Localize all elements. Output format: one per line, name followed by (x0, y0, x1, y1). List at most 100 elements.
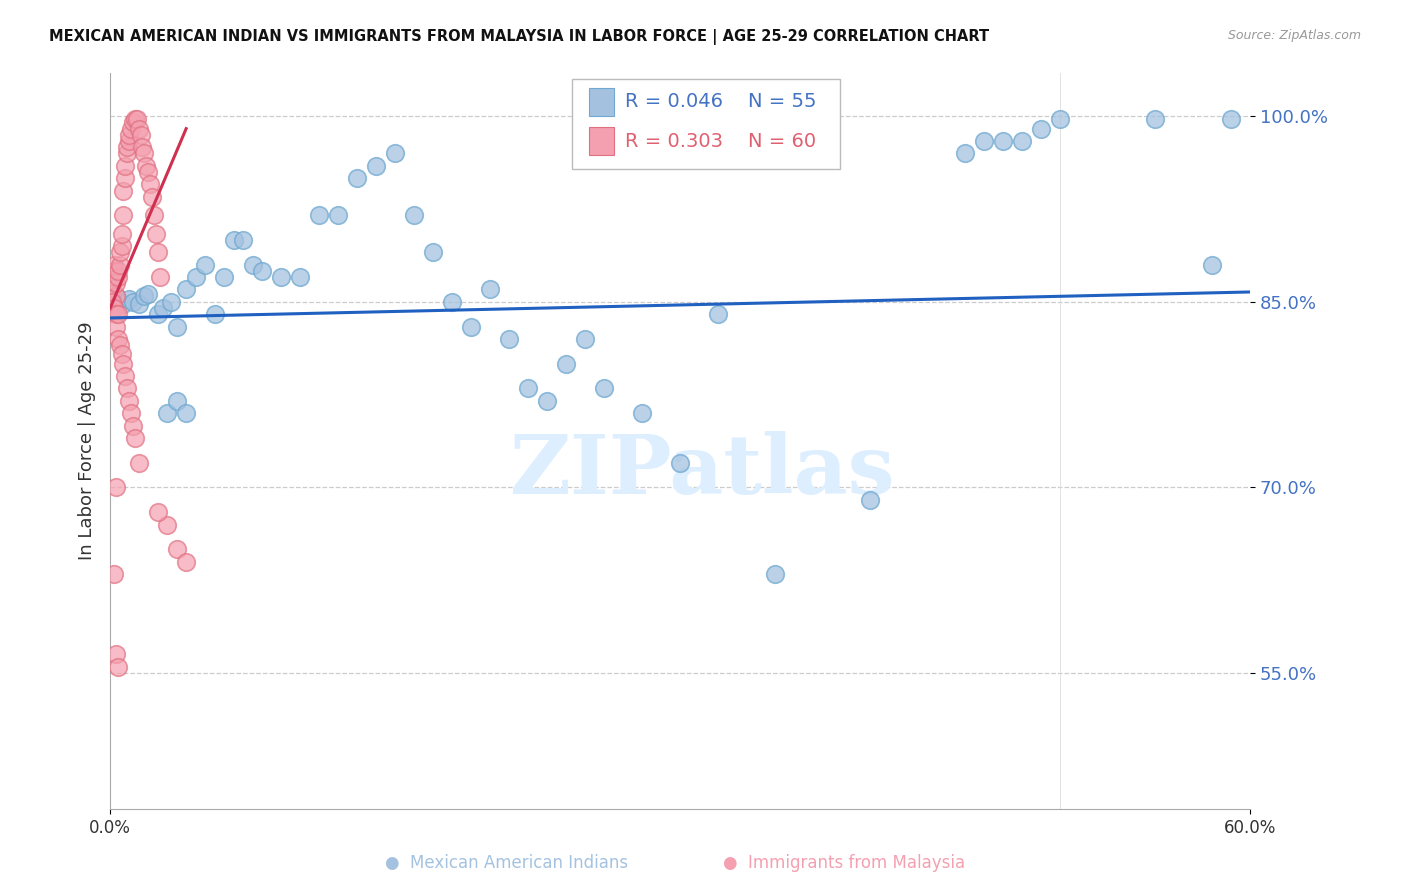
Point (108, 338, 131, 352)
Point (114, 159, 136, 173)
Point (108, 245, 131, 260)
Point (707, 307, 730, 321)
Point (107, 332, 129, 346)
Point (308, 208, 330, 222)
Point (129, 128, 152, 142)
Point (1220, 112, 1243, 126)
FancyBboxPatch shape (589, 87, 614, 116)
Point (1029, 121, 1052, 136)
FancyBboxPatch shape (572, 78, 839, 169)
Point (517, 382, 540, 396)
Point (135, 159, 157, 173)
FancyBboxPatch shape (589, 128, 614, 155)
Point (441, 294, 464, 309)
Text: R = 0.303    N = 60: R = 0.303 N = 60 (626, 132, 817, 151)
Point (136, 287, 159, 301)
Point (118, 134, 141, 148)
Point (128, 456, 150, 470)
Point (422, 245, 444, 260)
Point (1143, 112, 1166, 126)
Point (104, 288, 127, 302)
Text: Source: ZipAtlas.com: Source: ZipAtlas.com (1227, 29, 1361, 42)
Point (141, 190, 163, 204)
Point (593, 382, 616, 396)
Point (479, 283, 502, 297)
Point (152, 301, 174, 315)
Point (146, 307, 169, 321)
Point (763, 567, 786, 582)
Point (112, 297, 135, 311)
Point (101, 270, 124, 285)
Point (346, 171, 368, 186)
Point (118, 293, 141, 307)
Point (326, 208, 349, 222)
Point (112, 184, 135, 198)
Point (124, 431, 146, 445)
Point (498, 332, 520, 346)
Point (122, 294, 145, 309)
Point (104, 480, 127, 494)
Point (404, 208, 426, 222)
Point (288, 270, 311, 285)
Point (146, 505, 169, 519)
Text: ZIPatlas: ZIPatlas (510, 431, 896, 510)
Point (107, 660, 129, 674)
Point (118, 128, 141, 142)
Point (859, 492, 882, 507)
Point (142, 208, 165, 222)
Point (270, 270, 292, 285)
Point (145, 227, 167, 241)
Point (134, 146, 156, 161)
Point (110, 239, 132, 253)
Point (669, 456, 692, 470)
Text: ●  Mexican American Indians: ● Mexican American Indians (385, 855, 627, 872)
Point (166, 542, 188, 557)
Point (120, 406, 142, 420)
Point (117, 140, 139, 154)
Point (166, 393, 188, 408)
Y-axis label: In Labor Force | Age 25-29: In Labor Force | Age 25-29 (79, 322, 96, 560)
Point (250, 264, 273, 278)
Point (1049, 112, 1071, 126)
Text: ●  Immigrants from Malaysia: ● Immigrants from Malaysia (723, 855, 965, 872)
Point (104, 319, 127, 334)
Point (122, 418, 145, 433)
Point (973, 134, 995, 148)
Point (117, 146, 139, 161)
Point (156, 406, 179, 420)
Point (112, 208, 135, 222)
Point (174, 555, 197, 569)
Point (101, 283, 124, 297)
Point (108, 258, 131, 272)
Point (204, 307, 226, 321)
Point (1011, 134, 1033, 148)
Text: MEXICAN AMERICAN INDIAN VS IMMIGRANTS FROM MALAYSIA IN LABOR FORCE | AGE 25-29 C: MEXICAN AMERICAN INDIAN VS IMMIGRANTS FR… (49, 29, 990, 45)
Point (574, 332, 596, 346)
Point (103, 567, 125, 582)
Point (166, 319, 188, 334)
Point (110, 347, 132, 361)
Point (366, 159, 388, 173)
Point (114, 369, 136, 384)
Point (194, 258, 217, 272)
Point (232, 233, 254, 247)
Point (146, 245, 169, 260)
Point (120, 121, 142, 136)
Point (134, 288, 156, 302)
Point (242, 258, 264, 272)
Point (460, 319, 482, 334)
Point (128, 297, 150, 311)
Point (103, 301, 125, 315)
Point (136, 165, 159, 179)
Point (128, 121, 150, 136)
Point (160, 294, 183, 309)
Point (631, 406, 654, 420)
Point (107, 264, 129, 278)
Point (114, 171, 136, 186)
Point (112, 357, 135, 371)
Point (103, 258, 125, 272)
Point (122, 115, 145, 129)
Point (131, 140, 153, 154)
Point (536, 393, 558, 408)
Point (101, 294, 124, 309)
